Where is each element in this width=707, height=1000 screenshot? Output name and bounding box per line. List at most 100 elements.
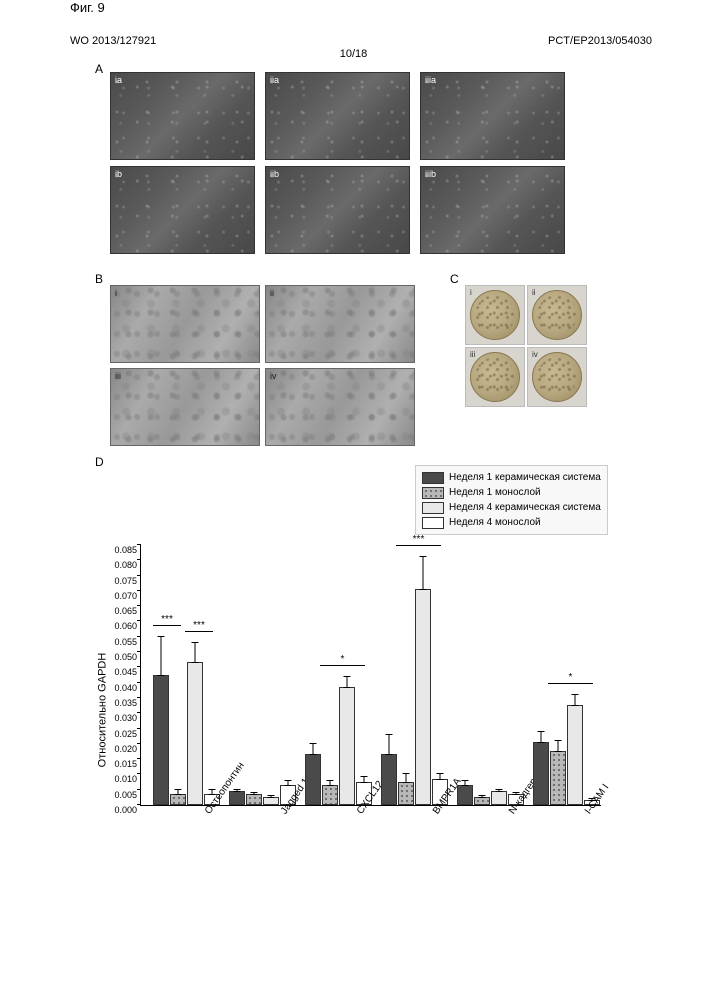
spheroid-cell: ii	[527, 285, 587, 345]
error-bar	[178, 789, 179, 795]
significance-marker: ***	[153, 614, 181, 627]
y-tick-mark	[137, 620, 141, 621]
bar	[153, 675, 169, 805]
bar	[339, 687, 355, 805]
panel-c-label: C	[450, 272, 459, 286]
y-tick-mark	[137, 636, 141, 637]
bar	[322, 785, 338, 805]
bar	[398, 782, 414, 805]
sem-sublabel: i	[115, 288, 117, 298]
y-tick-label: 0.065	[99, 606, 137, 616]
sem-image: ii	[265, 285, 415, 363]
sem-image: iii	[110, 368, 260, 446]
y-tick-label: 0.085	[99, 545, 137, 555]
legend-row: Неделя 1 монослой	[422, 485, 601, 500]
microscopy-sublabel: ia	[115, 75, 122, 85]
y-tick-mark	[137, 728, 141, 729]
bar	[305, 754, 321, 805]
y-tick-label: 0.000	[99, 805, 137, 815]
y-tick-mark	[137, 773, 141, 774]
y-tick-mark	[137, 804, 141, 805]
error-bar	[465, 780, 466, 786]
y-tick-mark	[137, 590, 141, 591]
spheroid-sublabel: ii	[532, 288, 536, 297]
microscopy-image: iia	[265, 72, 410, 160]
y-tick-label: 0.045	[99, 667, 137, 677]
bar	[550, 751, 566, 805]
error-bar	[288, 780, 289, 786]
y-tick-label: 0.075	[99, 576, 137, 586]
y-tick-mark	[137, 651, 141, 652]
error-bar	[482, 795, 483, 798]
spheroid-image	[470, 352, 520, 402]
y-tick-mark	[137, 697, 141, 698]
y-tick-label: 0.005	[99, 790, 137, 800]
y-tick-mark	[137, 605, 141, 606]
error-bar	[254, 792, 255, 795]
y-tick-mark	[137, 666, 141, 667]
significance-marker: ***	[396, 534, 441, 547]
bar-group	[305, 687, 372, 805]
panel-c-grid: iiiiiiiv	[465, 285, 587, 407]
bar-group	[381, 589, 448, 805]
error-bar	[330, 780, 331, 786]
spheroid-cell: i	[465, 285, 525, 345]
y-tick-label: 0.030	[99, 713, 137, 723]
plot-area: 0.0000.0050.0100.0150.0200.0250.0300.035…	[140, 545, 601, 806]
spheroid-sublabel: iii	[470, 350, 475, 359]
error-bar	[499, 789, 500, 792]
page-number: 10/18	[340, 48, 368, 60]
y-tick-mark	[137, 575, 141, 576]
spheroid-image	[532, 352, 582, 402]
y-tick-mark	[137, 544, 141, 545]
y-tick-label: 0.080	[99, 560, 137, 570]
bar	[246, 794, 262, 805]
y-tick-label: 0.025	[99, 729, 137, 739]
error-bar	[195, 642, 196, 663]
legend-label: Неделя 4 керамическая система	[449, 500, 601, 515]
y-tick-mark	[137, 758, 141, 759]
bar	[415, 589, 431, 805]
error-bar	[212, 789, 213, 795]
spheroid-image	[470, 290, 520, 340]
microscopy-image: ib	[110, 166, 255, 254]
bar	[381, 754, 397, 805]
legend-swatch	[422, 487, 444, 499]
microscopy-image: ia	[110, 72, 255, 160]
error-bar	[440, 773, 441, 779]
bar	[263, 797, 279, 805]
error-bar	[389, 734, 390, 755]
error-bar	[575, 694, 576, 706]
legend-swatch	[422, 502, 444, 514]
legend-row: Неделя 1 керамическая система	[422, 470, 601, 485]
y-tick-label: 0.035	[99, 698, 137, 708]
y-tick-mark	[137, 682, 141, 683]
bar	[187, 662, 203, 805]
microscopy-sublabel: iia	[270, 75, 279, 85]
sem-sublabel: ii	[270, 288, 274, 298]
y-tick-label: 0.060	[99, 621, 137, 631]
spheroid-cell: iv	[527, 347, 587, 407]
error-bar	[347, 676, 348, 688]
microscopy-sublabel: ib	[115, 169, 122, 179]
bar	[457, 785, 473, 805]
figure-caption: Фиг. 9	[70, 0, 105, 15]
bar-group	[533, 705, 600, 805]
panel-a-label: A	[95, 62, 103, 76]
legend-row: Неделя 4 керамическая система	[422, 500, 601, 515]
error-bar	[237, 789, 238, 792]
panel-d-label: D	[95, 455, 104, 469]
bar-group	[153, 662, 220, 805]
header-wo: WO 2013/127921	[70, 35, 156, 47]
sem-sublabel: iii	[115, 371, 121, 381]
sem-image: iv	[265, 368, 415, 446]
microscopy-sublabel: iiib	[425, 169, 436, 179]
panel-b-grid: iiiiiiiv	[110, 285, 415, 446]
microscopy-image: iiib	[420, 166, 565, 254]
y-tick-label: 0.055	[99, 637, 137, 647]
microscopy-sublabel: iiia	[425, 75, 436, 85]
y-tick-mark	[137, 743, 141, 744]
y-tick-label: 0.015	[99, 759, 137, 769]
error-bar	[423, 556, 424, 590]
legend-swatch	[422, 517, 444, 529]
